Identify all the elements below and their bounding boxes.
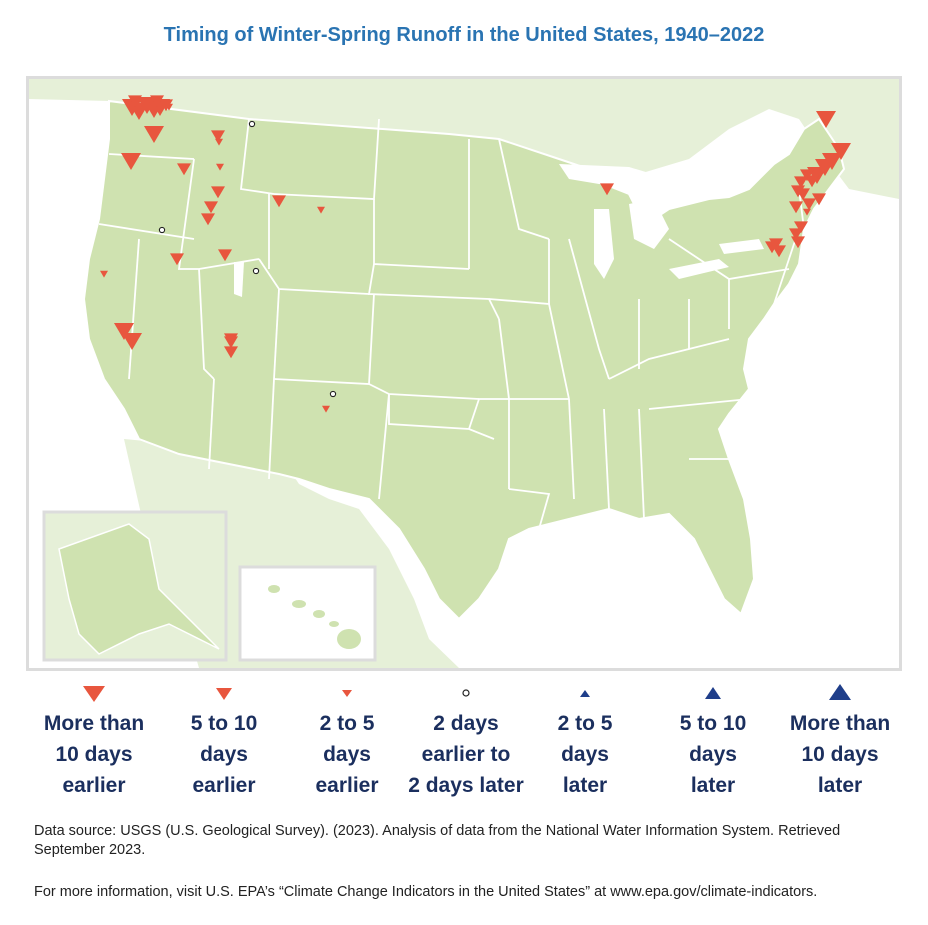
earlier-runoff-marker	[100, 270, 108, 278]
up-triangle-small-icon	[515, 678, 655, 708]
earlier-runoff-marker	[772, 245, 786, 258]
no-change-marker	[248, 120, 256, 128]
earlier-runoff-marker	[224, 333, 238, 346]
legend-item-2-to-5-later: 2 to 5 days later	[515, 678, 655, 801]
legend-label: 5 to 10 days earlier	[190, 712, 258, 797]
earlier-runoff-marker	[803, 208, 811, 216]
earlier-runoff-marker	[201, 213, 215, 226]
open-circle-icon	[396, 678, 536, 708]
state-borders	[98, 118, 805, 530]
legend-item-more-than-10-later: More than 10 days later	[770, 678, 910, 801]
earlier-runoff-marker	[144, 126, 164, 143]
legend: More than 10 days earlier 5 to 10 days earli…	[0, 678, 928, 808]
legend-item-5-to-10-earlier: 5 to 10 days earlier	[154, 678, 294, 801]
us-map	[29, 79, 899, 668]
earlier-runoff-marker	[204, 201, 218, 214]
down-triangle-medium-icon	[154, 678, 294, 708]
up-triangle-medium-icon	[643, 678, 783, 708]
legend-label: 2 to 5 days later	[557, 712, 613, 797]
earlier-runoff-marker	[150, 95, 164, 108]
no-change-marker	[252, 267, 260, 275]
down-triangle-small-icon	[277, 678, 417, 708]
earlier-runoff-marker	[211, 186, 225, 199]
earlier-runoff-marker	[215, 138, 223, 146]
earlier-runoff-marker	[121, 153, 141, 170]
down-triangle-large-icon	[24, 678, 164, 708]
earlier-runoff-marker	[800, 169, 814, 182]
legend-label: More than 10 days later	[789, 712, 891, 797]
earlier-runoff-marker	[765, 241, 779, 254]
earlier-runoff-marker	[794, 176, 808, 189]
legend-item-no-change: 2 days earlier to 2 days later	[396, 678, 536, 801]
earlier-runoff-marker	[211, 130, 225, 143]
earlier-runoff-marker	[165, 103, 173, 111]
earlier-runoff-marker	[322, 405, 330, 413]
earlier-runoff-marker	[224, 346, 238, 359]
canada-region	[29, 79, 899, 199]
earlier-runoff-marker	[791, 236, 805, 249]
earlier-runoff-marker	[816, 111, 836, 128]
earlier-runoff-marker	[796, 188, 810, 201]
earlier-runoff-marker	[122, 333, 142, 350]
earlier-runoff-marker	[218, 249, 232, 262]
legend-label: More than 10 days earlier	[43, 712, 145, 797]
marker-layer	[100, 95, 851, 413]
legend-item-more-than-10-earlier: More than 10 days earlier	[24, 678, 164, 801]
no-change-marker	[158, 226, 166, 234]
legend-label: 2 to 5 days earlier	[315, 712, 379, 797]
earlier-runoff-marker	[317, 206, 325, 214]
up-triangle-large-icon	[770, 678, 910, 708]
earlier-runoff-marker	[114, 323, 134, 340]
legend-label: 2 days earlier to 2 days later	[408, 712, 524, 797]
earlier-runoff-marker	[802, 198, 816, 211]
map-title: Timing of Winter-Spring Runoff in the Un…	[163, 24, 765, 46]
earlier-runoff-marker	[216, 163, 224, 171]
earlier-runoff-marker	[177, 163, 191, 176]
legend-item-2-to-5-earlier: 2 to 5 days earlier	[277, 678, 417, 801]
earlier-runoff-marker	[170, 253, 184, 266]
earlier-runoff-marker	[128, 95, 142, 108]
legend-item-5-to-10-later: 5 to 10 days later	[643, 678, 783, 801]
data-source-note: Data source: USGS (U.S. Geological Surve…	[34, 823, 841, 858]
legend-label: 5 to 10 days later	[679, 712, 747, 797]
earlier-runoff-marker	[272, 195, 286, 208]
earlier-runoff-marker	[831, 143, 851, 160]
great-lakes	[234, 164, 764, 297]
earlier-runoff-marker	[789, 201, 803, 214]
earlier-runoff-marker	[794, 221, 808, 234]
earlier-runoff-marker	[812, 193, 826, 206]
earlier-runoff-marker	[600, 183, 614, 196]
more-info-note: For more information, visit U.S. EPA’s “…	[34, 884, 818, 900]
earlier-runoff-marker	[789, 228, 803, 241]
map-area	[26, 76, 902, 671]
no-change-marker	[329, 390, 337, 398]
